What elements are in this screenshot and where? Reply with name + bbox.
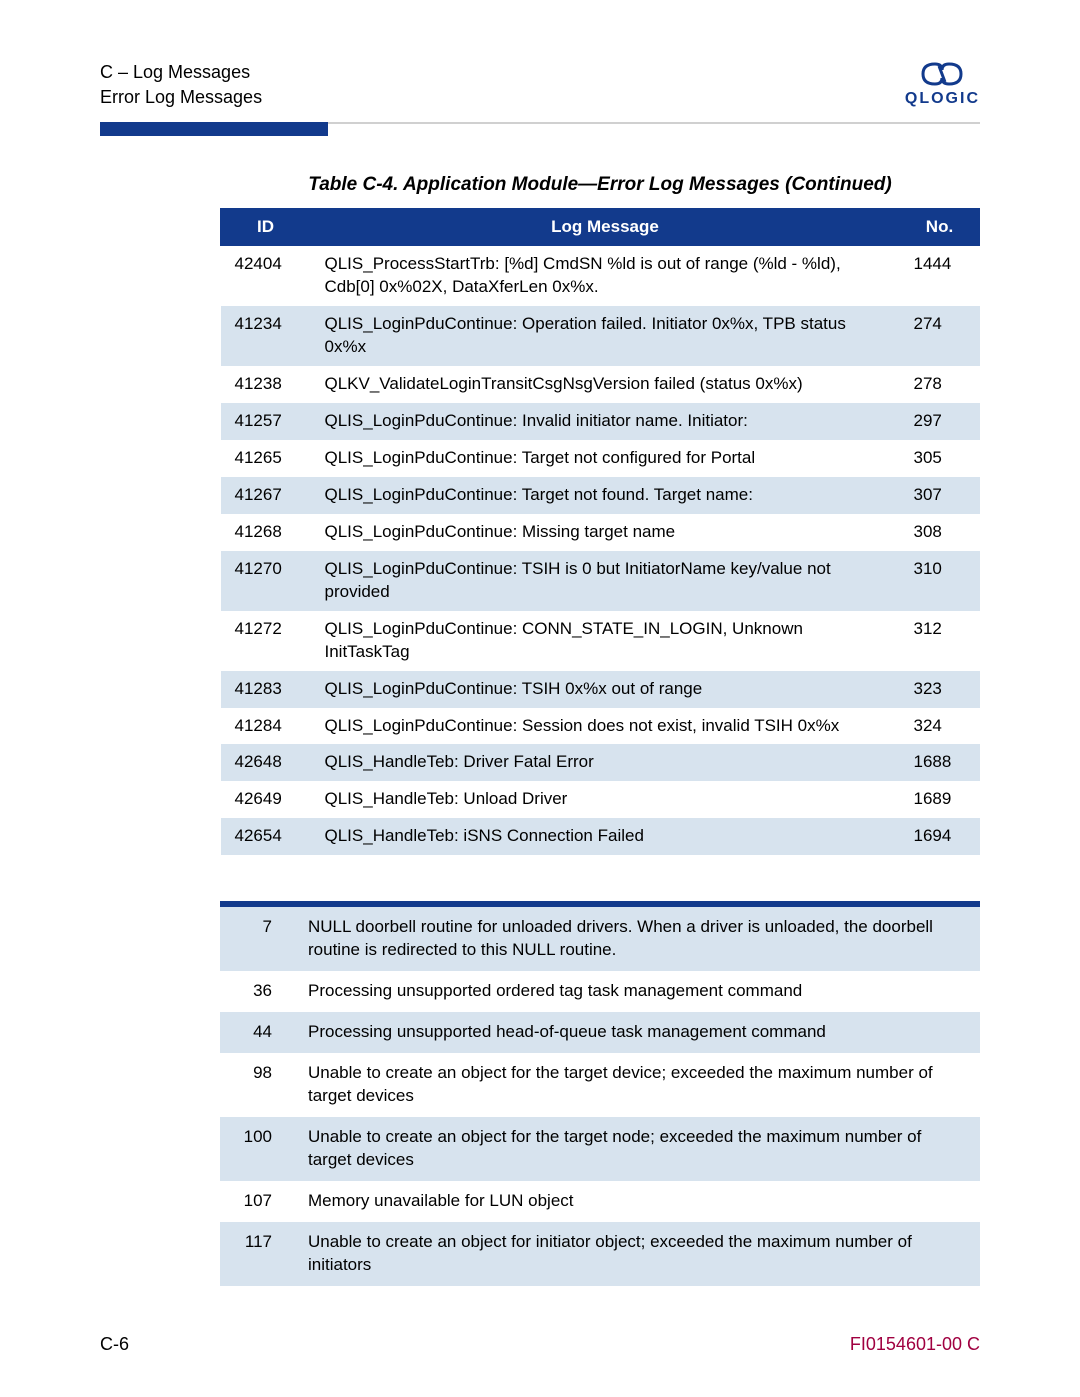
cell-num: 117 xyxy=(220,1222,294,1286)
cell-desc: Processing unsupported ordered tag task … xyxy=(294,971,980,1012)
page-header: C – Log Messages Error Log Messages QLOG… xyxy=(100,60,980,110)
cell-no: 305 xyxy=(900,440,980,477)
error-log-table: ID Log Message No. 42404QLIS_ProcessStar… xyxy=(220,208,980,855)
cell-desc: Memory unavailable for LUN object xyxy=(294,1181,980,1222)
header-text: C – Log Messages Error Log Messages xyxy=(100,60,262,110)
cell-message: QLIS_ProcessStartTrb: [%d] CmdSN %ld is … xyxy=(311,246,900,306)
table-row: 41284QLIS_LoginPduContinue: Session does… xyxy=(221,708,980,745)
doc-number: FI0154601-00 C xyxy=(850,1334,980,1355)
cell-id: 41283 xyxy=(221,671,311,708)
table-row: 42649QLIS_HandleTeb: Unload Driver1689 xyxy=(221,781,980,818)
table-row: 41234QLIS_LoginPduContinue: Operation fa… xyxy=(221,306,980,366)
col-message: Log Message xyxy=(311,209,900,246)
page-number: C-6 xyxy=(100,1334,129,1355)
header-rule xyxy=(100,122,980,140)
table-row: 41283QLIS_LoginPduContinue: TSIH 0x%x ou… xyxy=(221,671,980,708)
cell-id: 41268 xyxy=(221,514,311,551)
cell-no: 312 xyxy=(900,611,980,671)
cell-no: 1688 xyxy=(900,744,980,781)
logo-text: QLOGIC xyxy=(905,90,980,108)
cell-no: 297 xyxy=(900,403,980,440)
cell-id: 41234 xyxy=(221,306,311,366)
cell-id: 42654 xyxy=(221,818,311,855)
cell-id: 41238 xyxy=(221,366,311,403)
qlogic-logo-icon xyxy=(915,60,969,88)
cell-id: 42648 xyxy=(221,744,311,781)
header-line1: C – Log Messages xyxy=(100,60,262,85)
table-row: 107Memory unavailable for LUN object xyxy=(220,1181,980,1222)
table-caption: Table C-4. Application Module—Error Log … xyxy=(100,174,980,196)
cell-message: QLIS_HandleTeb: Driver Fatal Error xyxy=(311,744,900,781)
cell-no: 323 xyxy=(900,671,980,708)
table-row: 42648QLIS_HandleTeb: Driver Fatal Error1… xyxy=(221,744,980,781)
cell-num: 36 xyxy=(220,971,294,1012)
cell-message: QLKV_ValidateLoginTransitCsgNsgVersion f… xyxy=(311,366,900,403)
col-no: No. xyxy=(900,209,980,246)
cell-no: 1694 xyxy=(900,818,980,855)
cell-message: QLIS_LoginPduContinue: CONN_STATE_IN_LOG… xyxy=(311,611,900,671)
cell-num: 44 xyxy=(220,1012,294,1053)
cell-no: 1444 xyxy=(900,246,980,306)
table-row: 41267QLIS_LoginPduContinue: Target not f… xyxy=(221,477,980,514)
header-line2: Error Log Messages xyxy=(100,85,262,110)
cell-id: 41257 xyxy=(221,403,311,440)
table-row: 41268QLIS_LoginPduContinue: Missing targ… xyxy=(221,514,980,551)
cell-desc: NULL doorbell routine for unloaded drive… xyxy=(294,907,980,971)
cell-message: QLIS_LoginPduContinue: Missing target na… xyxy=(311,514,900,551)
table-row: 42404QLIS_ProcessStartTrb: [%d] CmdSN %l… xyxy=(221,246,980,306)
cell-message: QLIS_LoginPduContinue: Target not found.… xyxy=(311,477,900,514)
cell-id: 41265 xyxy=(221,440,311,477)
cell-no: 278 xyxy=(900,366,980,403)
cell-id: 41267 xyxy=(221,477,311,514)
col-id: ID xyxy=(221,209,311,246)
cell-desc: Unable to create an object for initiator… xyxy=(294,1222,980,1286)
cell-no: 307 xyxy=(900,477,980,514)
table-row: 36Processing unsupported ordered tag tas… xyxy=(220,971,980,1012)
cell-id: 42649 xyxy=(221,781,311,818)
cell-no: 324 xyxy=(900,708,980,745)
cell-no: 310 xyxy=(900,551,980,611)
qlogic-logo: QLOGIC xyxy=(905,60,980,108)
cell-message: QLIS_LoginPduContinue: Invalid initiator… xyxy=(311,403,900,440)
cell-desc: Processing unsupported head-of-queue tas… xyxy=(294,1012,980,1053)
cell-message: QLIS_HandleTeb: iSNS Connection Failed xyxy=(311,818,900,855)
cell-num: 7 xyxy=(220,907,294,971)
cell-id: 41284 xyxy=(221,708,311,745)
table-row: 41238QLKV_ValidateLoginTransitCsgNsgVers… xyxy=(221,366,980,403)
cell-message: QLIS_LoginPduContinue: TSIH 0x%x out of … xyxy=(311,671,900,708)
cell-id: 41270 xyxy=(221,551,311,611)
table-row: 41265QLIS_LoginPduContinue: Target not c… xyxy=(221,440,980,477)
cell-no: 308 xyxy=(900,514,980,551)
cell-no: 274 xyxy=(900,306,980,366)
page-footer: C-6 FI0154601-00 C xyxy=(100,1334,980,1355)
cell-id: 42404 xyxy=(221,246,311,306)
header-rule-accent xyxy=(100,122,328,136)
cell-num: 98 xyxy=(220,1053,294,1117)
table-row: 41272QLIS_LoginPduContinue: CONN_STATE_I… xyxy=(221,611,980,671)
cell-num: 100 xyxy=(220,1117,294,1181)
table-row: 98Unable to create an object for the tar… xyxy=(220,1053,980,1117)
table-row: 41257QLIS_LoginPduContinue: Invalid init… xyxy=(221,403,980,440)
cell-message: QLIS_LoginPduContinue: Session does not … xyxy=(311,708,900,745)
cell-message: QLIS_LoginPduContinue: Operation failed.… xyxy=(311,306,900,366)
cell-message: QLIS_LoginPduContinue: Target not config… xyxy=(311,440,900,477)
cell-desc: Unable to create an object for the targe… xyxy=(294,1053,980,1117)
cell-no: 1689 xyxy=(900,781,980,818)
table-row: 117Unable to create an object for initia… xyxy=(220,1222,980,1286)
secondary-table: 7NULL doorbell routine for unloaded driv… xyxy=(220,901,980,1285)
cell-message: QLIS_HandleTeb: Unload Driver xyxy=(311,781,900,818)
table-row: 42654QLIS_HandleTeb: iSNS Connection Fai… xyxy=(221,818,980,855)
table-header-row: ID Log Message No. xyxy=(221,209,980,246)
table-row: 7NULL doorbell routine for unloaded driv… xyxy=(220,907,980,971)
cell-id: 41272 xyxy=(221,611,311,671)
table-row: 41270QLIS_LoginPduContinue: TSIH is 0 bu… xyxy=(221,551,980,611)
header-rule-line xyxy=(328,122,980,124)
table-row: 100Unable to create an object for the ta… xyxy=(220,1117,980,1181)
cell-message: QLIS_LoginPduContinue: TSIH is 0 but Ini… xyxy=(311,551,900,611)
cell-desc: Unable to create an object for the targe… xyxy=(294,1117,980,1181)
table-row: 44Processing unsupported head-of-queue t… xyxy=(220,1012,980,1053)
cell-num: 107 xyxy=(220,1181,294,1222)
